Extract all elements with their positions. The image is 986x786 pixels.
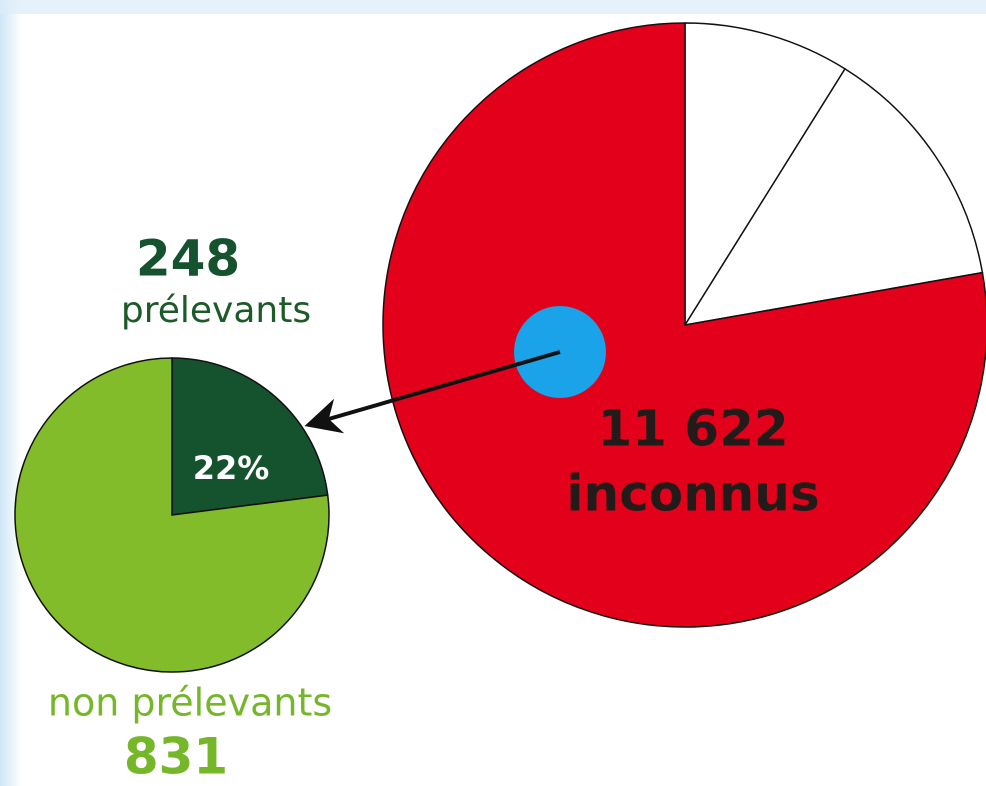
pie-slice: [382, 22, 986, 628]
background-edge: [0, 0, 986, 14]
pie-slice: [171, 357, 329, 516]
value-label: 831: [124, 728, 228, 786]
pie-slice: [14, 357, 330, 673]
pie-slice: [683, 67, 984, 327]
category-label: inconnus: [566, 465, 819, 523]
category-label: non prélevants: [48, 681, 332, 725]
value-label: 11 622: [597, 400, 788, 458]
pies: [14, 22, 986, 673]
value-label: 248: [136, 230, 240, 288]
arrow: [304, 350, 561, 434]
decoration: [304, 306, 606, 434]
background-edge: [0, 0, 22, 786]
category-label: prélevants: [121, 290, 311, 331]
pie-slice: [684, 22, 847, 328]
percent-label: 22%: [193, 449, 270, 487]
